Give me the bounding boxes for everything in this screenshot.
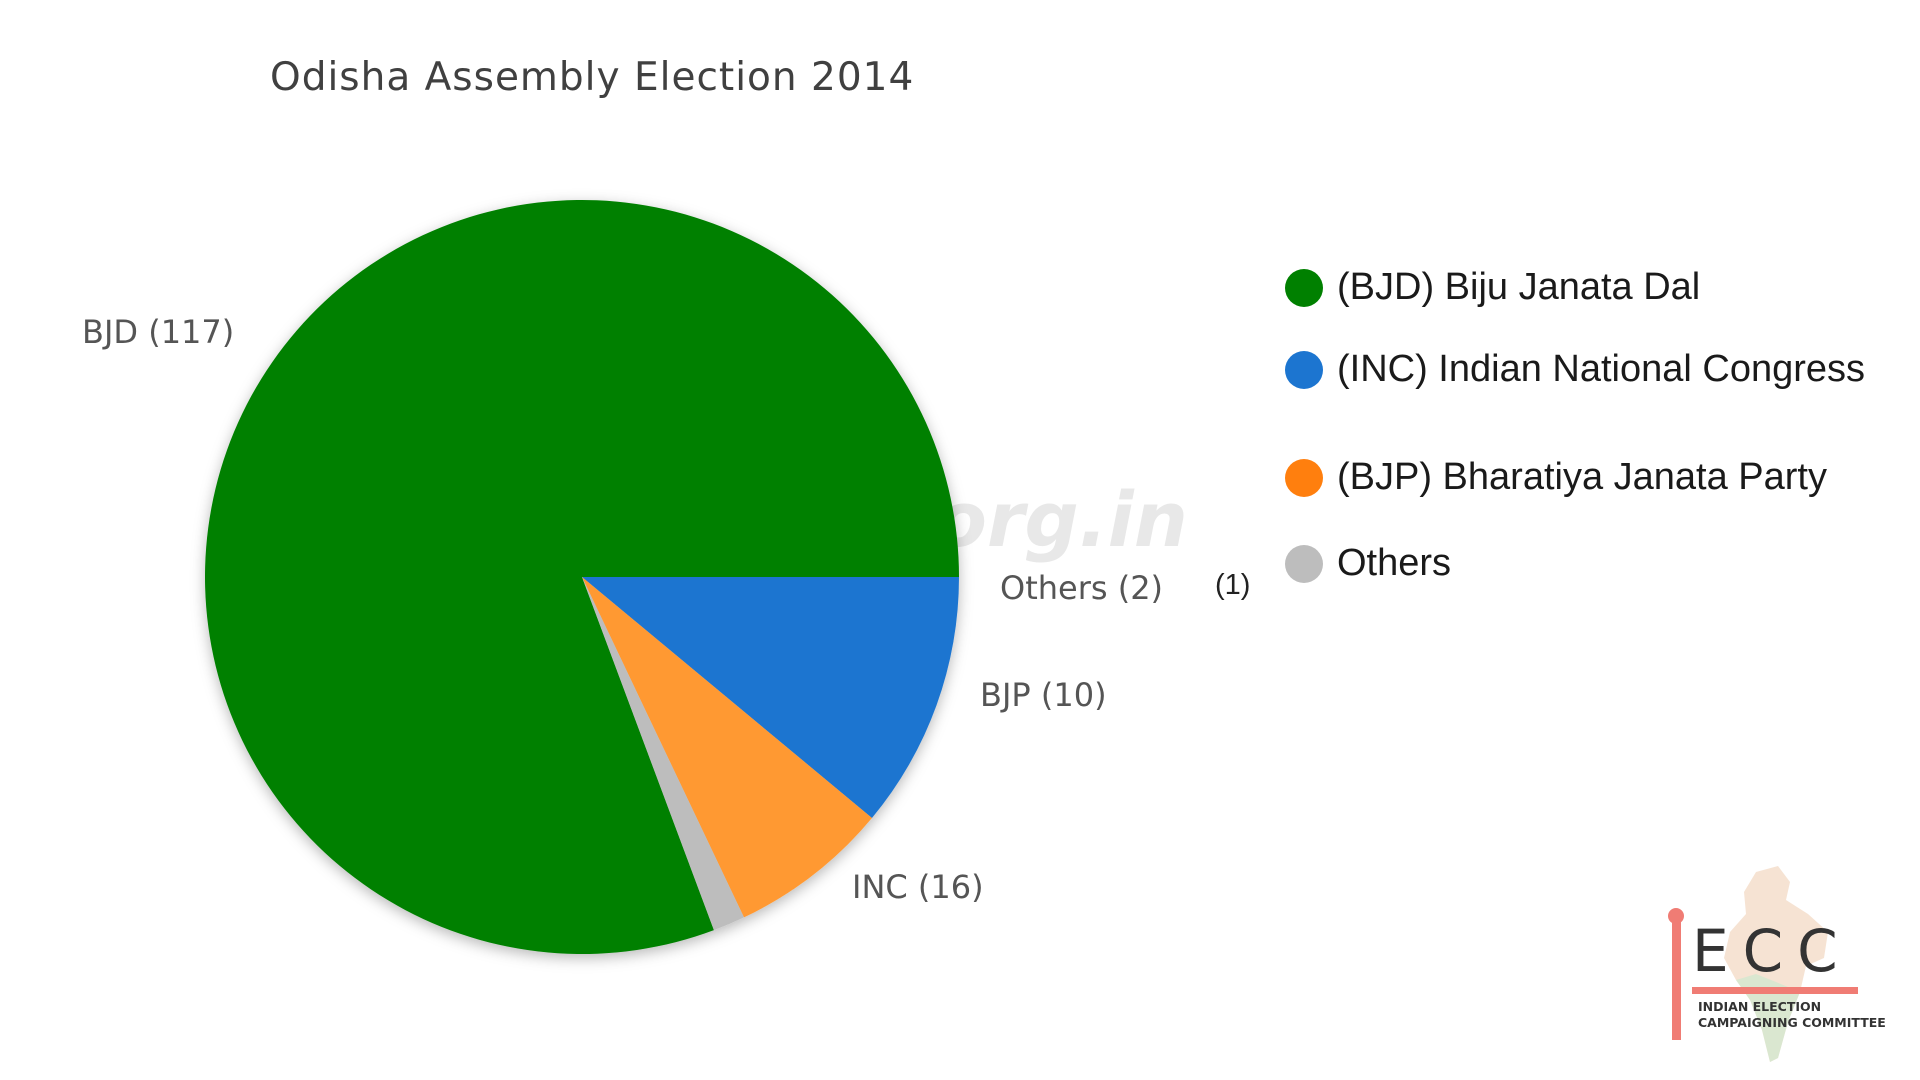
pie-slice-bjp	[582, 577, 872, 918]
logo-subtitle: INDIAN ELECTION CAMPAIGNING COMMITTEE	[1698, 999, 1886, 1031]
slice-label-bjp: BJP (10)	[980, 676, 1107, 714]
legend-label: (BJD) Biju Janata Dal	[1337, 266, 1701, 308]
legend-swatch	[1285, 458, 1323, 497]
logo-line1: INDIAN ELECTION	[1698, 999, 1822, 1014]
pie-slice-others	[582, 577, 744, 931]
logo-letters: ECC	[1692, 917, 1852, 985]
legend-swatch	[1285, 350, 1323, 389]
iecc-logo: ECC INDIAN ELECTION CAMPAIGNING COMMITTE…	[1668, 862, 1888, 1072]
legend-item-inc: (INC) Indian National Congress	[1285, 348, 1865, 391]
footnote-marker: (1)	[1215, 569, 1250, 601]
india-map-icon	[1724, 866, 1828, 1062]
slice-label-inc: INC (16)	[852, 868, 984, 906]
legend-item-bjd: (BJD) Biju Janata Dal	[1285, 266, 1700, 309]
legend-label: Others	[1337, 542, 1452, 584]
logo-bar-horizontal	[1692, 987, 1858, 994]
chart-title: Odisha Assembly Election 2014	[270, 55, 914, 100]
slice-label-others: Others (2)	[1000, 569, 1163, 607]
legend-swatch	[1285, 544, 1323, 583]
logo-bar-vertical	[1672, 922, 1681, 1040]
logo-line2: CAMPAIGNING COMMITTEE	[1698, 1015, 1886, 1030]
legend-swatch	[1285, 268, 1323, 307]
pie-slice-inc	[582, 577, 959, 818]
pie-slices	[204, 199, 959, 955]
legend-item-others: Others	[1285, 542, 1451, 585]
pie-labels: BJD (117) INC (16) BJP (10) Others (2)	[82, 313, 1163, 906]
legend-item-bjp: (BJP) Bharatiya Janata Party	[1285, 456, 1827, 499]
slice-label-bjd: BJD (117)	[82, 313, 234, 351]
logo-dot	[1668, 908, 1684, 924]
legend-label: (INC) Indian National Congress	[1337, 348, 1866, 390]
legend-label: (BJP) Bharatiya Janata Party	[1337, 456, 1827, 498]
